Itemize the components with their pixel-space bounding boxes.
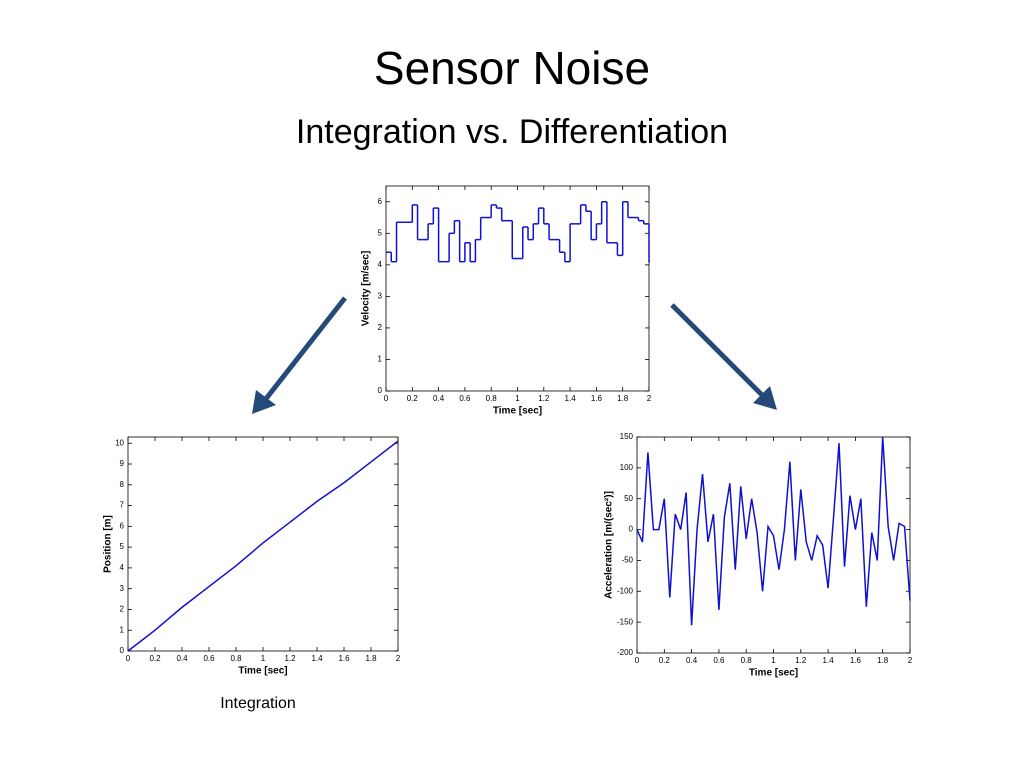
x-tick-label: 1.2 bbox=[795, 656, 807, 665]
x-axis-label: Time [sec] bbox=[493, 406, 542, 417]
arrow-head bbox=[753, 386, 777, 410]
plot-frame bbox=[636, 436, 911, 654]
y-tick-label: 0 bbox=[378, 386, 383, 395]
x-tick-label: 0 bbox=[635, 656, 640, 665]
y-tick-label: 4 bbox=[378, 260, 383, 269]
y-tick-label: -150 bbox=[617, 617, 634, 626]
y-tick-label: 10 bbox=[115, 438, 124, 447]
x-axis-label: Time [sec] bbox=[238, 666, 287, 677]
plot: 0 0.2 0.4 0.6 0.8 1 1.2 1.4 1.6 1.8 2 0 1 2 3 4 5 6 7 8 9 10 T… bbox=[103, 436, 401, 677]
x-tick-label: 0.4 bbox=[176, 654, 188, 663]
data-line bbox=[127, 440, 399, 652]
x-tick-label: 0.4 bbox=[433, 394, 445, 403]
x-tick-label: 0.8 bbox=[486, 394, 498, 403]
x-tick-label: 1 bbox=[515, 394, 520, 403]
y-tick-label: 100 bbox=[620, 463, 634, 472]
y-axis-label: Position [m] bbox=[103, 515, 114, 573]
x-tick-label: 1.8 bbox=[617, 394, 629, 403]
x-tick-label: 2 bbox=[396, 654, 401, 663]
x-tick-label: 1.4 bbox=[565, 394, 577, 403]
x-tick-label: 1.6 bbox=[850, 656, 862, 665]
y-axis-label: Acceleration [m/(sec²)] bbox=[604, 491, 615, 599]
x-tick-label: 1 bbox=[771, 656, 776, 665]
x-tick-label: 1.2 bbox=[538, 394, 550, 403]
x-tick-label: 0.8 bbox=[230, 654, 242, 663]
y-tick-label: 2 bbox=[378, 323, 383, 332]
arrow bbox=[252, 296, 777, 414]
x-tick-label: 1.4 bbox=[311, 654, 323, 663]
x-tick-label: 0.6 bbox=[203, 654, 215, 663]
x-tick-label: 0.2 bbox=[659, 656, 671, 665]
y-tick-label: 9 bbox=[120, 459, 125, 468]
y-tick-label: 4 bbox=[120, 563, 125, 572]
x-tick-label: 1.6 bbox=[591, 394, 603, 403]
y-tick-label: 0 bbox=[629, 525, 634, 534]
x-tick-label: 0.6 bbox=[459, 394, 471, 403]
x-tick-label: 0.2 bbox=[407, 394, 419, 403]
y-tick-label: 1 bbox=[120, 625, 125, 634]
x-tick-label: 0.8 bbox=[741, 656, 753, 665]
x-tick-label: 0.2 bbox=[149, 654, 161, 663]
y-tick-label: 3 bbox=[120, 584, 125, 593]
x-axis-label: Time [sec] bbox=[749, 668, 798, 679]
x-tick-label: 1.8 bbox=[877, 656, 889, 665]
y-tick-label: 1 bbox=[378, 355, 383, 364]
y-tick-label: 50 bbox=[624, 494, 633, 503]
x-tick-label: 0 bbox=[384, 394, 389, 403]
x-tick-label: 1.6 bbox=[338, 654, 350, 663]
y-tick-label: 6 bbox=[378, 197, 383, 206]
y-tick-label: 0 bbox=[120, 646, 125, 655]
x-tick-label: 2 bbox=[647, 394, 652, 403]
y-tick-label: 5 bbox=[378, 228, 383, 237]
y-tick-label: 8 bbox=[120, 480, 125, 489]
plot: 0 0.2 0.4 0.6 0.8 1 1.2 1.4 1.6 1.8 2 -200 -150 -100 -… bbox=[604, 432, 913, 679]
y-tick-label: -200 bbox=[617, 648, 634, 657]
x-tick-label: 1.8 bbox=[365, 654, 377, 663]
y-tick-label: -100 bbox=[617, 586, 634, 595]
slide-subtitle: Integration vs. Differentiation bbox=[296, 113, 728, 151]
caption: Integration bbox=[220, 695, 296, 712]
y-tick-label: 5 bbox=[120, 542, 125, 551]
y-tick-label: 150 bbox=[620, 432, 634, 441]
y-tick-label: 2 bbox=[120, 605, 125, 614]
x-tick-label: 0 bbox=[126, 654, 131, 663]
y-tick-label: 6 bbox=[120, 521, 125, 530]
x-tick-label: 1.2 bbox=[284, 654, 296, 663]
arrow-line bbox=[670, 303, 767, 400]
arrow-head bbox=[252, 390, 276, 414]
slide-title: Sensor Noise bbox=[374, 42, 650, 94]
arrow-line bbox=[263, 296, 347, 402]
x-tick-label: 2 bbox=[908, 656, 913, 665]
x-tick-label: 0.6 bbox=[713, 656, 725, 665]
x-tick-label: 1.4 bbox=[823, 656, 835, 665]
x-tick-label: 0.4 bbox=[686, 656, 698, 665]
y-tick-label: 3 bbox=[378, 291, 383, 300]
data-line bbox=[636, 436, 911, 626]
plot-frame bbox=[385, 185, 650, 392]
y-tick-label: -50 bbox=[621, 556, 633, 565]
x-tick-label: 1 bbox=[261, 654, 266, 663]
plot: 0 0.2 0.4 0.6 0.8 1 1.2 1.4 1.6 1.8 2 0 1 2 3 4 5 6 Time [… bbox=[361, 185, 652, 417]
y-axis-label: Velocity [m/sec] bbox=[361, 251, 372, 327]
y-tick-label: 7 bbox=[120, 501, 125, 510]
